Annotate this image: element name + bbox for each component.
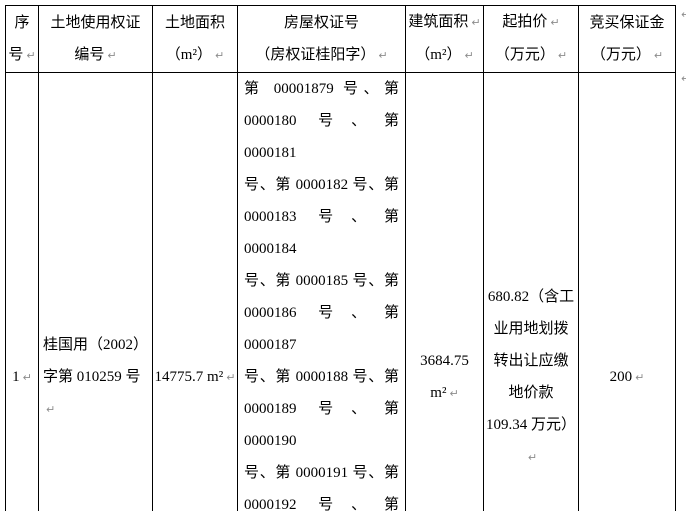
table-row: 1 ↵ 桂国用（2002） 字第 010259 号↵ 14775.7 m² ↵ 第 0… [5,72,676,511]
text-line: 680.82（含工 [487,289,575,305]
text-line: 房屋权证号 [283,14,359,31]
line-break-mark-icon: ↵ [681,8,686,21]
line-break-mark-icon: ↵ [464,49,474,62]
text-line: 序 [14,14,30,31]
cell-land-cert: 桂国用（2002） 字第 010259 号↵ [38,72,153,511]
header-cell-land-cert: 土地使用权证 编号 ↵ [38,5,153,73]
auction-lot-table: 序号 ↵ 土地使用权证 编号 ↵ 土地面积 （m²） ↵ 房屋权证号 （房权证桂阳字） ↵ 建… [5,5,676,511]
cell-deposit: 200 ↵ [578,72,676,511]
text-line: 第 00001879 号、第 [244,81,399,97]
text-line: （m²） ↵ [415,47,474,63]
text-line: 0000180 号、第 0000181 [244,113,399,161]
text-line: 号、第 0000188 号、第 [244,369,399,385]
line-break-mark-icon: ↵ [550,16,560,29]
text-line: 0000186 号、第 0000187 [244,305,399,353]
text-line: 竞买保证金 [589,14,665,31]
line-break-mark-icon: ↵ [26,48,36,62]
header-cell-deposit: 竞买保证金 （万元） ↵ [578,5,676,73]
text-line: 0000183 号、第 0000184 [244,209,399,257]
text-line: 土地面积 [164,14,225,31]
text-line: 编号 ↵ [74,46,117,63]
line-break-mark-icon: ↵ [107,48,117,62]
text-line: m² ↵ [430,385,459,401]
line-break-mark-icon: ↵ [635,371,645,384]
text-line: 起拍价 ↵ [502,14,560,30]
line-break-mark-icon: ↵ [527,451,538,464]
text-line: （万元） ↵ [590,46,664,63]
header-cell-seq: 序号 ↵ [5,5,39,73]
text-line: 号、第 0000191 号、第 [244,465,399,481]
text-line: 0000189 号、第 0000190 [244,401,399,449]
row-end-mark-icon: ↵ [678,8,686,21]
line-break-mark-icon: ↵ [378,48,388,62]
text-line: （m²） ↵ [165,46,225,63]
header-row: 序号 ↵ 土地使用权证 编号 ↵ 土地面积 （m²） ↵ 房屋权证号 （房权证桂阳字） ↵ 建… [5,5,676,73]
text-line: 字第 010259 号↵ [43,369,141,416]
row-end-mark-icon: ↵ [678,72,686,85]
line-break-mark-icon: ↵ [449,387,459,400]
text-line: 号、第 0000185 号、第 [244,273,399,289]
header-cell-building-area: 建筑面积 ↵ （m²） ↵ [405,5,484,73]
cell-start-price: 680.82（含工 业用地划拨转出让应缴地价款 109.34 万元）↵ [483,72,579,511]
text-line: 地价款 [508,385,554,401]
text-line: 号、第 0000182 号、第 [244,177,399,193]
line-break-mark-icon: ↵ [214,48,225,62]
text-line: 转出让应缴 [493,353,569,369]
text-line: 号 ↵ [8,46,36,63]
text-line: 建筑面积 ↵ [408,14,481,30]
line-break-mark-icon: ↵ [653,48,664,62]
text-line: （房权证桂阳字） ↵ [255,46,388,63]
text-line: 3684.75 [420,353,469,369]
text-line: 0000192 号、第 0000193 [244,497,399,511]
text-line: 土地使用权证 [50,14,141,31]
line-break-mark-icon: ↵ [22,371,32,384]
text-line: 业用地划拨 [493,321,569,337]
line-break-mark-icon: ↵ [471,16,481,29]
text-line: （万元） ↵ [494,47,568,63]
cell-building-area: 3684.75 m² ↵ [405,72,484,511]
header-cell-house-cert: 房屋权证号 （房权证桂阳字） ↵ [237,5,406,73]
cell-house-cert: 第 00001879 号、第 0000180 号、第 0000181 号、第 000… [237,72,406,511]
line-break-mark-icon: ↵ [557,49,568,62]
line-break-mark-icon: ↵ [46,403,56,416]
text-line: 109.34 万元）↵ [485,417,576,464]
line-break-mark-icon: ↵ [226,371,236,384]
line-break-mark-icon: ↵ [681,72,686,85]
text-line: 桂国用（2002） [43,337,149,353]
cell-land-area: 14775.7 m² ↵ [152,72,238,511]
header-cell-land-area: 土地面积 （m²） ↵ [152,5,238,73]
header-cell-start-price: 起拍价 ↵ （万元） ↵ [483,5,579,73]
cell-seq: 1 ↵ [5,72,39,511]
